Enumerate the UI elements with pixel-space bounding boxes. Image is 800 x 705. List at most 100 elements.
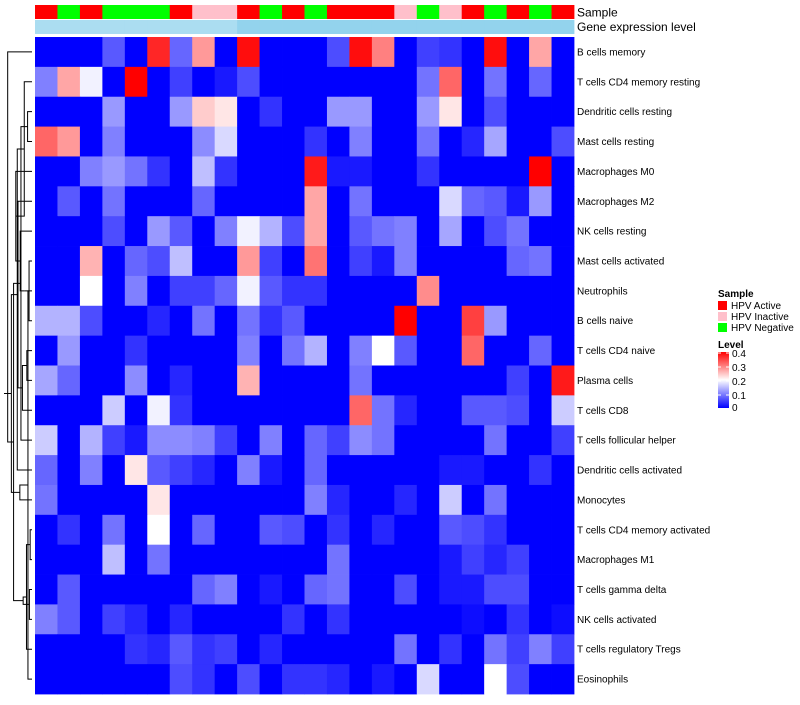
- heatmap-cell: [551, 514, 575, 546]
- heatmap-cell: [259, 395, 283, 426]
- heatmap-cell: [551, 574, 575, 605]
- dendrogram-branch: [29, 529, 32, 561]
- heatmap-cell: [484, 365, 508, 396]
- heatmap-cell: [192, 484, 216, 516]
- heatmap-cell: [439, 156, 463, 187]
- heatmap-cell: [259, 96, 283, 127]
- heatmap-cell: [79, 96, 103, 127]
- row-label: NK cells activated: [577, 615, 656, 626]
- heatmap-cell: [506, 186, 530, 217]
- heatmap-cell: [237, 216, 260, 247]
- heatmap-cell: [371, 604, 395, 635]
- heatmap-cell: [237, 604, 260, 635]
- row-label: Eosinophils: [577, 675, 628, 686]
- heatmap-cell: [124, 216, 148, 247]
- heatmap-cell: [147, 305, 171, 337]
- heatmap-cell: [326, 365, 350, 396]
- heatmap-cell: [192, 37, 216, 68]
- gene-expression-annotation-cell: [57, 20, 81, 34]
- row-dendrogram: [4, 51, 32, 680]
- row-label: Macrophages M0: [577, 167, 655, 178]
- heatmap-cell: [147, 664, 171, 695]
- heatmap-cell: [416, 604, 440, 635]
- heatmap-cell: [551, 664, 575, 695]
- heatmap-cell: [282, 126, 305, 157]
- heatmap-cell: [192, 664, 216, 695]
- heatmap-cell: [259, 335, 283, 366]
- heatmap-cell: [529, 365, 552, 396]
- heatmap-cell: [416, 574, 440, 605]
- heatmap-cell: [169, 216, 193, 247]
- heatmap-cell: [237, 37, 260, 68]
- heatmap-cell: [461, 275, 485, 307]
- heatmap-cell: [326, 216, 350, 247]
- heatmap-cell: [439, 514, 463, 546]
- gene-expression-annotation-cell: [349, 20, 373, 34]
- heatmap-cell: [102, 544, 126, 575]
- dendrogram-branch: [22, 596, 30, 605]
- row-label: T cells regulatory Tregs: [577, 645, 681, 656]
- heatmap-cell: [506, 604, 530, 635]
- heatmap-cell: [35, 425, 58, 456]
- heatmap-cell: [192, 66, 216, 98]
- heatmap-cell: [79, 455, 103, 486]
- heatmap-cell: [349, 574, 373, 605]
- heatmap-cell: [304, 96, 328, 127]
- heatmap-cell: [35, 246, 58, 277]
- row-label: T cells follicular helper: [577, 436, 676, 447]
- heatmap-cell: [237, 514, 260, 546]
- heatmap-cell: [147, 156, 171, 187]
- heatmap-cell: [169, 514, 193, 546]
- heatmap-cell: [371, 514, 395, 546]
- heatmap-cell: [551, 126, 575, 157]
- heatmap-cell: [349, 275, 373, 307]
- heatmap-cell: [304, 37, 328, 68]
- row-label: B cells naive: [577, 316, 634, 327]
- heatmap-cell: [192, 335, 216, 366]
- heatmap-cell: [57, 574, 81, 605]
- heatmap-cell: [416, 395, 440, 426]
- heatmap-cell: [551, 186, 575, 217]
- heatmap-cell: [102, 66, 126, 98]
- sample-legend-title: Sample: [718, 289, 754, 300]
- heatmap-cell: [282, 395, 305, 426]
- heatmap-cell: [506, 156, 530, 187]
- heatmap-cell: [57, 156, 81, 187]
- heatmap-cell: [124, 484, 148, 516]
- heatmap-cell: [169, 335, 193, 366]
- heatmap-cell: [169, 365, 193, 396]
- annotation-label-sample: Sample: [577, 6, 618, 20]
- heatmap-cell: [371, 664, 395, 695]
- heatmap-cell: [102, 216, 126, 247]
- heatmap-cell: [124, 275, 148, 307]
- heatmap-cell: [371, 425, 395, 456]
- heatmap-cell: [506, 275, 530, 307]
- heatmap-cell: [461, 186, 485, 217]
- heatmap-cell: [371, 186, 395, 217]
- heatmap-cell: [282, 216, 305, 247]
- heatmap-cell: [57, 484, 81, 516]
- heatmap-cell: [484, 216, 508, 247]
- heatmap-cell: [506, 425, 530, 456]
- heatmap-cell: [124, 37, 148, 68]
- heatmap-cell: [214, 126, 238, 157]
- heatmap-cell: [237, 126, 260, 157]
- heatmap-cell: [461, 634, 485, 665]
- heatmap-cell: [461, 335, 485, 366]
- heatmap-cell: [282, 544, 305, 575]
- heatmap-cell: [237, 335, 260, 366]
- heatmap-cell: [79, 484, 103, 516]
- level-color-bar: [718, 352, 729, 408]
- heatmap-cell: [394, 514, 418, 546]
- dendrogram-branch: [28, 588, 32, 620]
- gene-expression-annotation-cell: [102, 20, 126, 34]
- row-label: Neutrophils: [577, 286, 628, 297]
- gene-expression-annotation-cell: [35, 20, 58, 34]
- heatmap-cell: [214, 604, 238, 635]
- heatmap-cell: [214, 395, 238, 426]
- heatmap-cell: [439, 126, 463, 157]
- heatmap-cell: [169, 455, 193, 486]
- heatmap-cell: [551, 156, 575, 187]
